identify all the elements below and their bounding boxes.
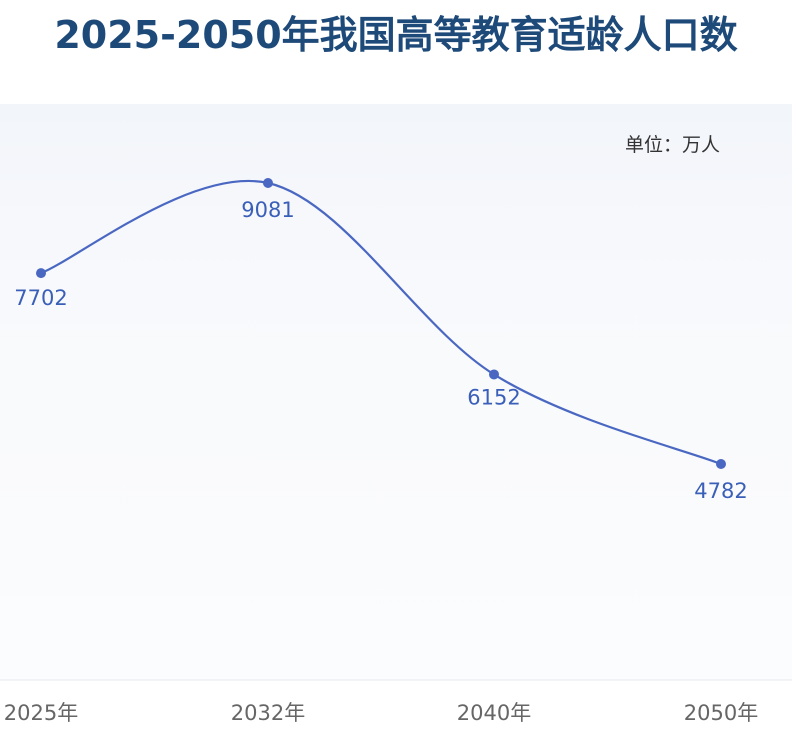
data-label: 9081	[241, 198, 294, 222]
x-tick-label: 2050年	[684, 701, 758, 725]
x-tick-label: 2032年	[231, 701, 305, 725]
data-label: 6152	[467, 385, 520, 409]
plot-area	[0, 104, 792, 680]
data-label: 7702	[14, 286, 67, 310]
chart-title: 2025-2050年我国高等教育适龄人口数	[54, 13, 738, 57]
data-point[interactable]	[36, 268, 46, 279]
data-point[interactable]	[716, 459, 726, 469]
x-tick-label: 2025年	[4, 701, 78, 725]
series-line	[40, 180, 722, 466]
x-tick-label: 2040年	[457, 701, 531, 725]
data-point[interactable]	[263, 178, 273, 188]
data-label: 4782	[694, 479, 747, 503]
unit-label: 单位：万人	[624, 134, 720, 156]
data-point[interactable]	[489, 369, 499, 380]
